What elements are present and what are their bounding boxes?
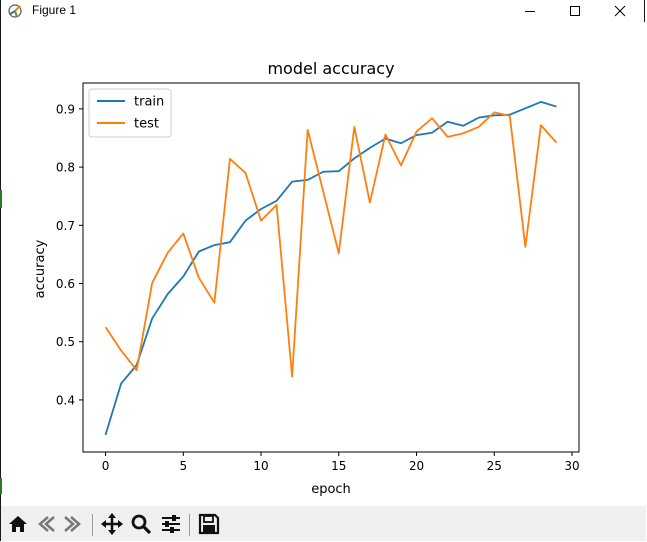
title-bar[interactable]: Figure 1 [1, 0, 644, 22]
home-button[interactable] [5, 511, 31, 537]
pan-button[interactable] [99, 511, 125, 537]
home-icon [9, 516, 27, 532]
zoom-button[interactable] [128, 511, 154, 537]
close-button[interactable] [597, 0, 643, 22]
x-tick-label: 20 [409, 459, 424, 473]
forward-icon [64, 516, 81, 532]
legend: train test [88, 88, 172, 138]
legend-label-train: train [134, 95, 164, 110]
y-tick-label: 0.5 [56, 335, 75, 349]
toolbar-separator [189, 514, 190, 536]
y-tick-label: 0.8 [56, 161, 75, 175]
toolbar-separator [92, 514, 93, 536]
zoom-icon [131, 514, 152, 535]
navigation-toolbar [1, 506, 646, 541]
chart-title: model accuracy [267, 59, 394, 78]
minimize-button[interactable] [507, 0, 553, 22]
forward-button[interactable] [60, 511, 86, 537]
y-axis-label: accuracy [33, 239, 48, 298]
x-tick-label: 15 [331, 459, 346, 473]
save-button[interactable] [196, 511, 222, 537]
save-icon [198, 513, 220, 535]
matplotlib-app-icon [8, 4, 22, 18]
series-line-test [104, 111, 558, 378]
x-tick-label: 30 [564, 459, 579, 473]
y-tick-label: 0.9 [56, 102, 75, 116]
maximize-icon [570, 6, 580, 16]
back-icon [38, 516, 55, 532]
legend-label-test: test [134, 117, 159, 132]
configure-subplots-button[interactable] [158, 511, 184, 537]
minimize-icon [525, 11, 535, 12]
figure-canvas[interactable]: 0 5 10 15 20 25 30 0.4 0.5 0.6 0.7 0.8 0.9 model acc… [1, 22, 646, 506]
pan-icon [101, 513, 123, 535]
maximize-button[interactable] [552, 0, 598, 22]
y-tick-label: 0.7 [56, 219, 75, 233]
x-tick-label: 5 [179, 459, 187, 473]
close-icon [614, 5, 626, 17]
window-title: Figure 1 [32, 3, 77, 17]
series-line-train [104, 101, 557, 436]
y-tick-label: 0.6 [56, 277, 75, 291]
x-tick-label: 25 [487, 459, 502, 473]
x-axis-label: epoch [311, 482, 351, 497]
plot-frame [82, 82, 580, 453]
line-chart: 0 5 10 15 20 25 30 0.4 0.5 0.6 0.7 0.8 0.9 model acc… [33, 59, 580, 497]
screen-edge-artifact [0, 478, 2, 494]
back-button[interactable] [33, 511, 59, 537]
x-tick-label: 10 [253, 459, 268, 473]
x-tick-label: 0 [102, 459, 110, 473]
y-tick-label: 0.4 [56, 393, 75, 407]
subplots-icon [162, 515, 180, 533]
screen-edge-artifact [0, 190, 2, 208]
